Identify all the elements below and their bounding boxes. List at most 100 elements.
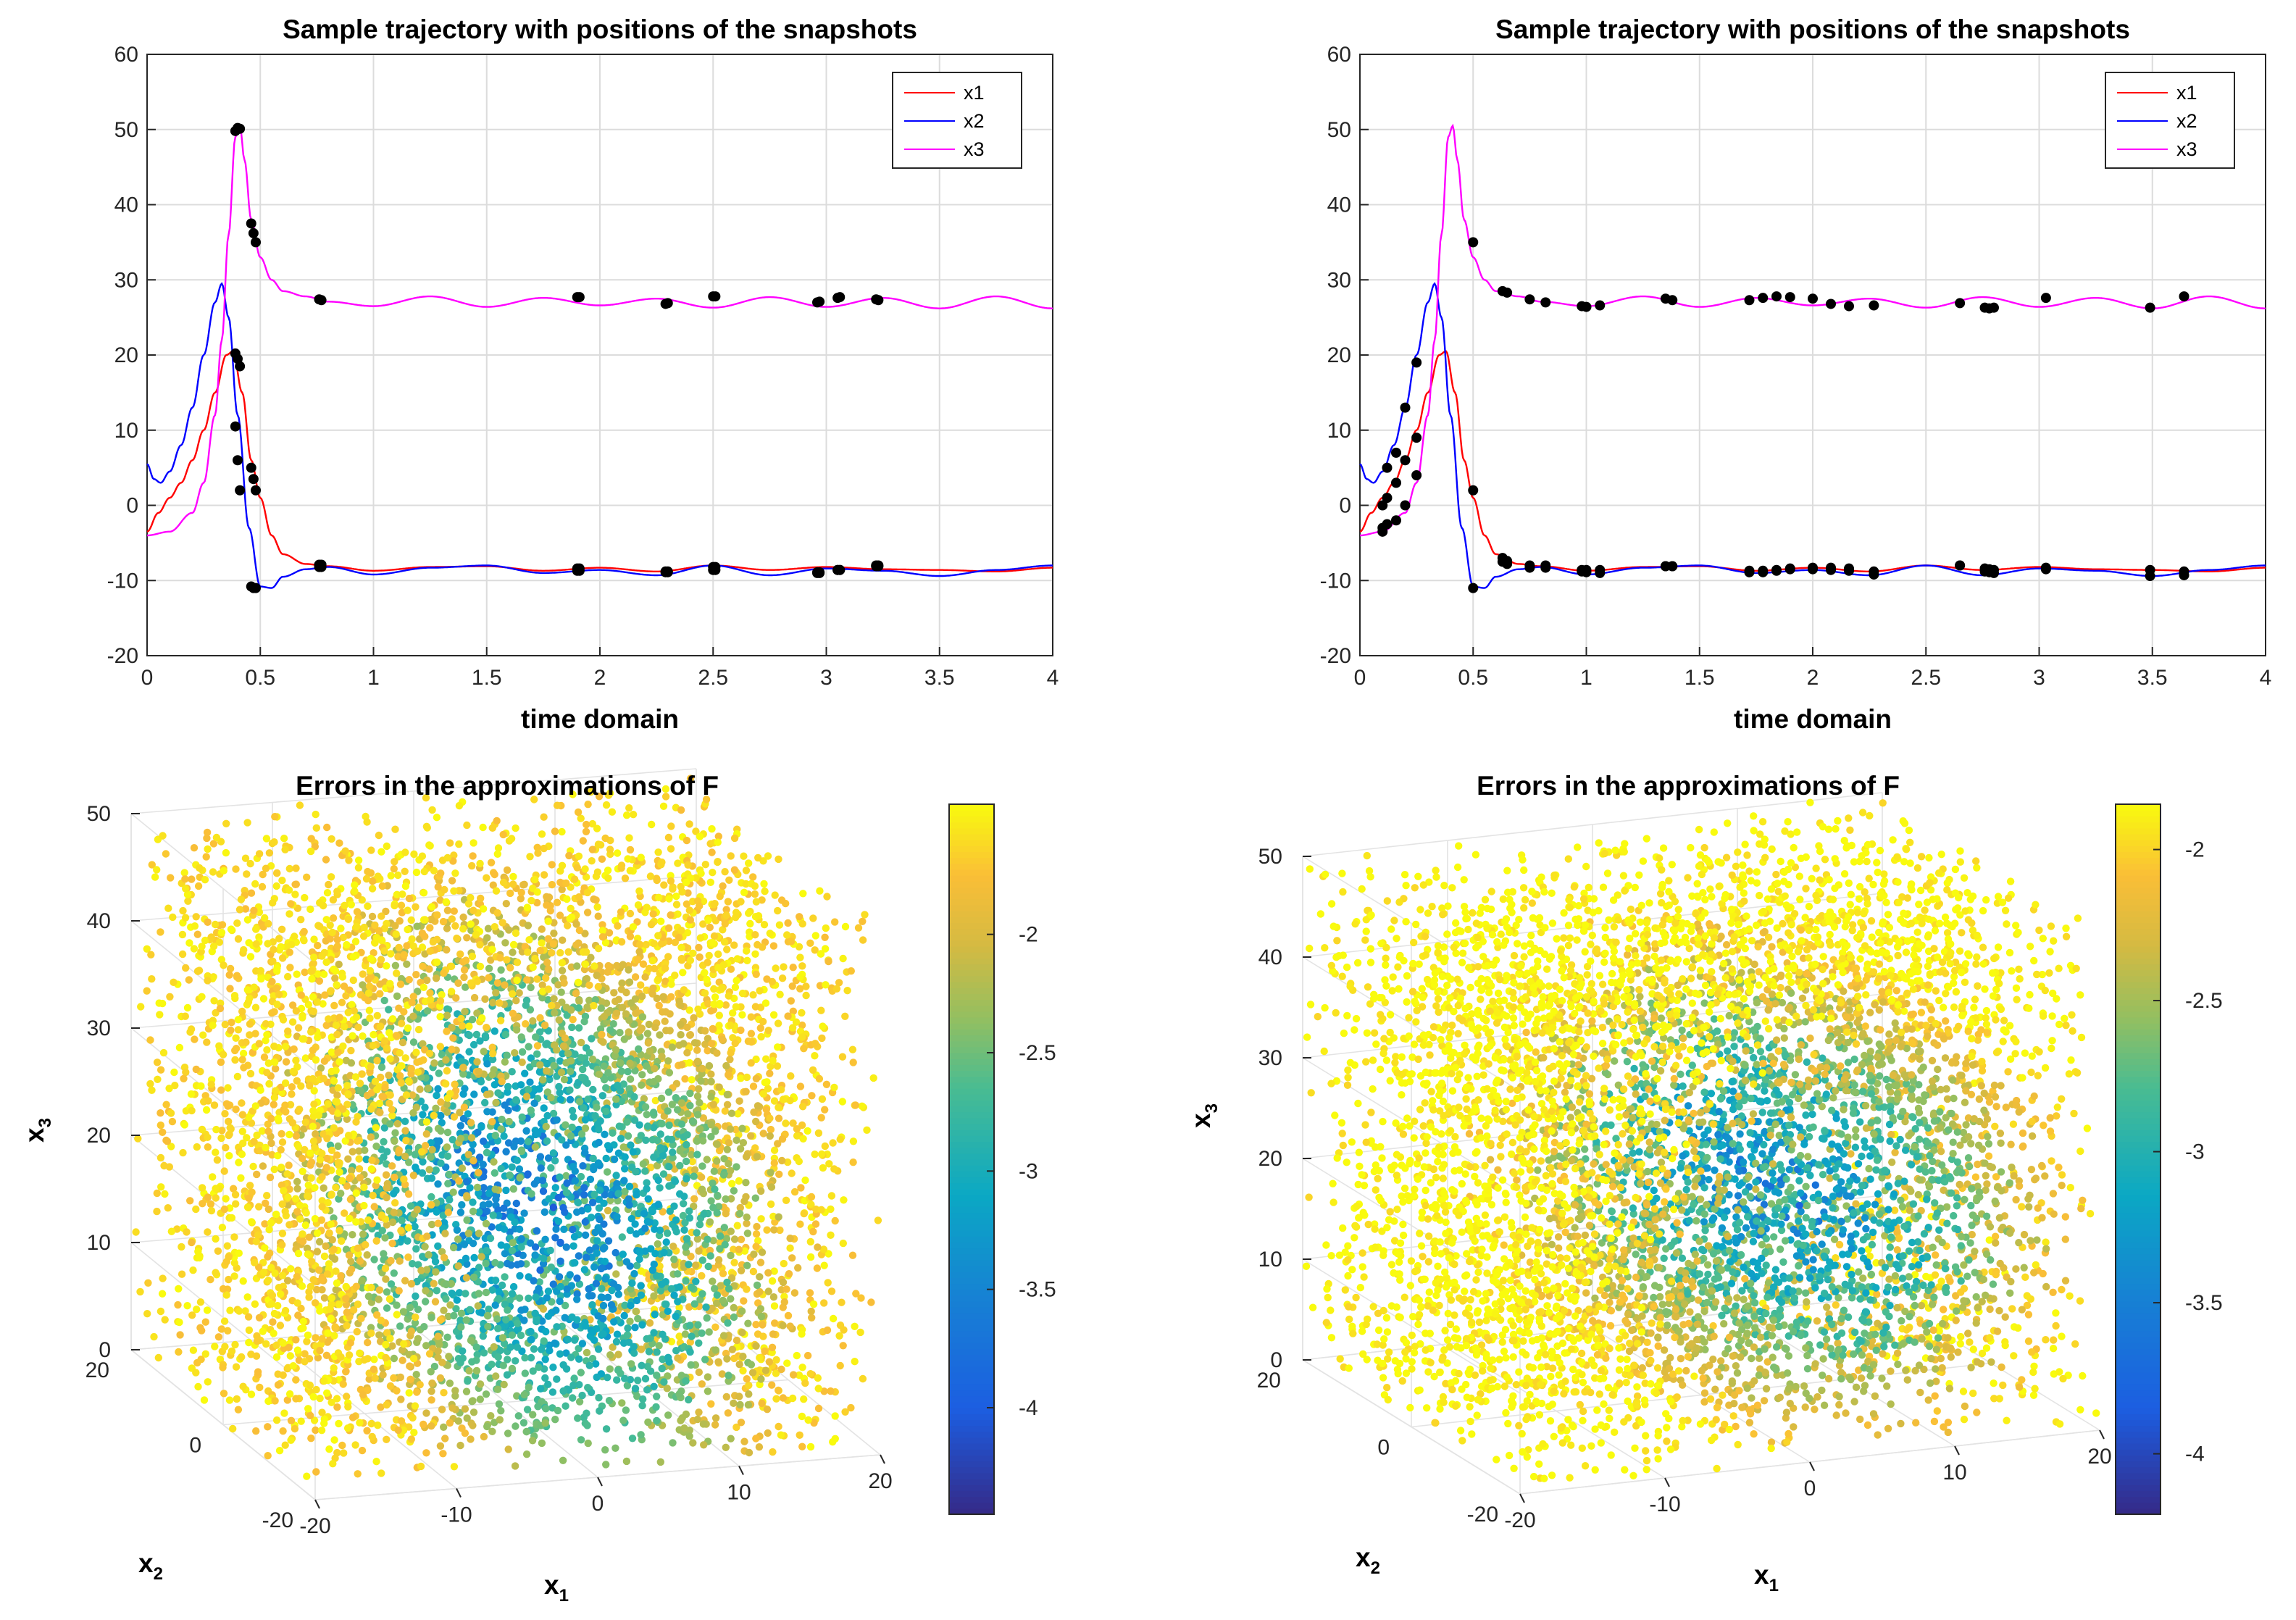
scatter-point bbox=[396, 980, 405, 988]
y-tick-label: 60 bbox=[1327, 43, 1351, 67]
scatter-point bbox=[198, 1327, 206, 1335]
scatter-point bbox=[693, 1046, 701, 1054]
scatter-point bbox=[220, 867, 227, 874]
scatter-point bbox=[517, 888, 525, 897]
scatter-point bbox=[680, 1040, 688, 1048]
scatter-point bbox=[690, 1166, 699, 1174]
scatter-point bbox=[718, 984, 726, 992]
scatter-point bbox=[262, 1199, 270, 1208]
scatter-point bbox=[459, 1354, 467, 1362]
scatter-point bbox=[398, 1216, 406, 1224]
scatter-point bbox=[446, 1195, 454, 1204]
scatter-point bbox=[768, 1277, 777, 1285]
scatter-point bbox=[270, 838, 278, 846]
scatter-point bbox=[495, 1287, 503, 1296]
scatter-point bbox=[270, 1042, 278, 1051]
scatter-point bbox=[278, 1229, 287, 1237]
scatter-point bbox=[685, 1207, 693, 1215]
scatter-point bbox=[385, 1006, 393, 1014]
scatter-point bbox=[548, 861, 556, 869]
scatter-point bbox=[327, 987, 335, 995]
scatter-point bbox=[233, 919, 241, 927]
scatter-point bbox=[401, 867, 409, 876]
scatter-point bbox=[749, 1082, 758, 1090]
scatter-point bbox=[740, 852, 748, 860]
scatter-point bbox=[690, 1014, 698, 1022]
scatter-point bbox=[212, 1269, 220, 1277]
scatter-point bbox=[450, 851, 458, 859]
scatter-point bbox=[659, 1151, 667, 1160]
scatter-point bbox=[453, 934, 461, 943]
scatter-point bbox=[181, 1012, 189, 1020]
scatter-point bbox=[167, 1109, 175, 1117]
scatter-point bbox=[455, 840, 463, 848]
scatter-point bbox=[669, 885, 677, 893]
scatter-point bbox=[738, 1011, 746, 1019]
y-tick-label: -20 bbox=[107, 644, 138, 668]
scatter-point bbox=[183, 890, 192, 898]
scatter-point bbox=[626, 1317, 634, 1326]
scatter-point bbox=[347, 1059, 356, 1067]
scatter-point bbox=[221, 1020, 229, 1029]
scatter-point bbox=[382, 907, 390, 916]
scatter-point bbox=[494, 1089, 502, 1097]
scatter-point bbox=[270, 1093, 279, 1102]
scatter-point bbox=[443, 924, 451, 932]
scatter-point bbox=[726, 1125, 735, 1133]
scatter-point bbox=[428, 806, 436, 814]
scatter-point bbox=[606, 846, 614, 853]
scatter-point bbox=[299, 1230, 306, 1238]
scatter-point bbox=[458, 1201, 466, 1209]
scatter-point bbox=[752, 1321, 760, 1329]
scatter-point bbox=[256, 966, 265, 975]
scatter-point bbox=[161, 1190, 169, 1198]
scatter-point bbox=[272, 1353, 281, 1361]
scatter-point bbox=[454, 979, 462, 988]
scatter-point bbox=[620, 1311, 628, 1320]
scatter-point bbox=[634, 901, 643, 909]
scatter-point bbox=[235, 906, 244, 914]
scatter-point bbox=[270, 1165, 278, 1174]
scatter-point bbox=[256, 1086, 264, 1094]
scatter-point bbox=[196, 1253, 204, 1262]
scatter-point bbox=[595, 793, 604, 801]
scatter-point bbox=[276, 1322, 285, 1329]
scatter-point bbox=[752, 970, 760, 979]
scatter-point bbox=[427, 1193, 435, 1201]
scatter-point bbox=[419, 1158, 427, 1166]
scatter-point bbox=[322, 1164, 330, 1172]
scatter-point bbox=[654, 1240, 661, 1248]
scatter-point bbox=[617, 861, 626, 869]
snapshot-marker bbox=[248, 474, 259, 485]
scatter-point bbox=[227, 1026, 235, 1035]
y-tick-label: 20 bbox=[1327, 343, 1351, 367]
snapshot-markers bbox=[1377, 237, 2189, 593]
scatter-point bbox=[643, 903, 651, 911]
scatter-point bbox=[820, 1299, 828, 1307]
scatter-point bbox=[690, 1195, 698, 1203]
scatter-point bbox=[209, 1022, 217, 1030]
scatter-point bbox=[493, 850, 501, 859]
scatter-point bbox=[407, 916, 415, 924]
scatter-point bbox=[698, 1380, 706, 1388]
scatter-point bbox=[308, 975, 316, 983]
scatter-point bbox=[669, 1148, 677, 1156]
scatter-point bbox=[383, 842, 391, 851]
scatter-point bbox=[752, 898, 761, 906]
scatter-point bbox=[441, 885, 448, 894]
scatter-point bbox=[472, 1343, 480, 1351]
scatter-point bbox=[272, 869, 281, 877]
scatter-point bbox=[411, 1319, 419, 1327]
scatter-point bbox=[367, 846, 375, 854]
scatter-point bbox=[581, 930, 589, 938]
scatter-point bbox=[297, 991, 305, 999]
scatter-point bbox=[159, 1128, 167, 1137]
scatter-point bbox=[293, 1177, 301, 1186]
scatter-point bbox=[643, 1030, 652, 1037]
scatter-point bbox=[523, 903, 531, 911]
scatter-point bbox=[649, 910, 657, 918]
scatter-point bbox=[757, 1187, 765, 1195]
scatter-point bbox=[745, 1381, 753, 1390]
scatter-point bbox=[382, 1275, 390, 1283]
